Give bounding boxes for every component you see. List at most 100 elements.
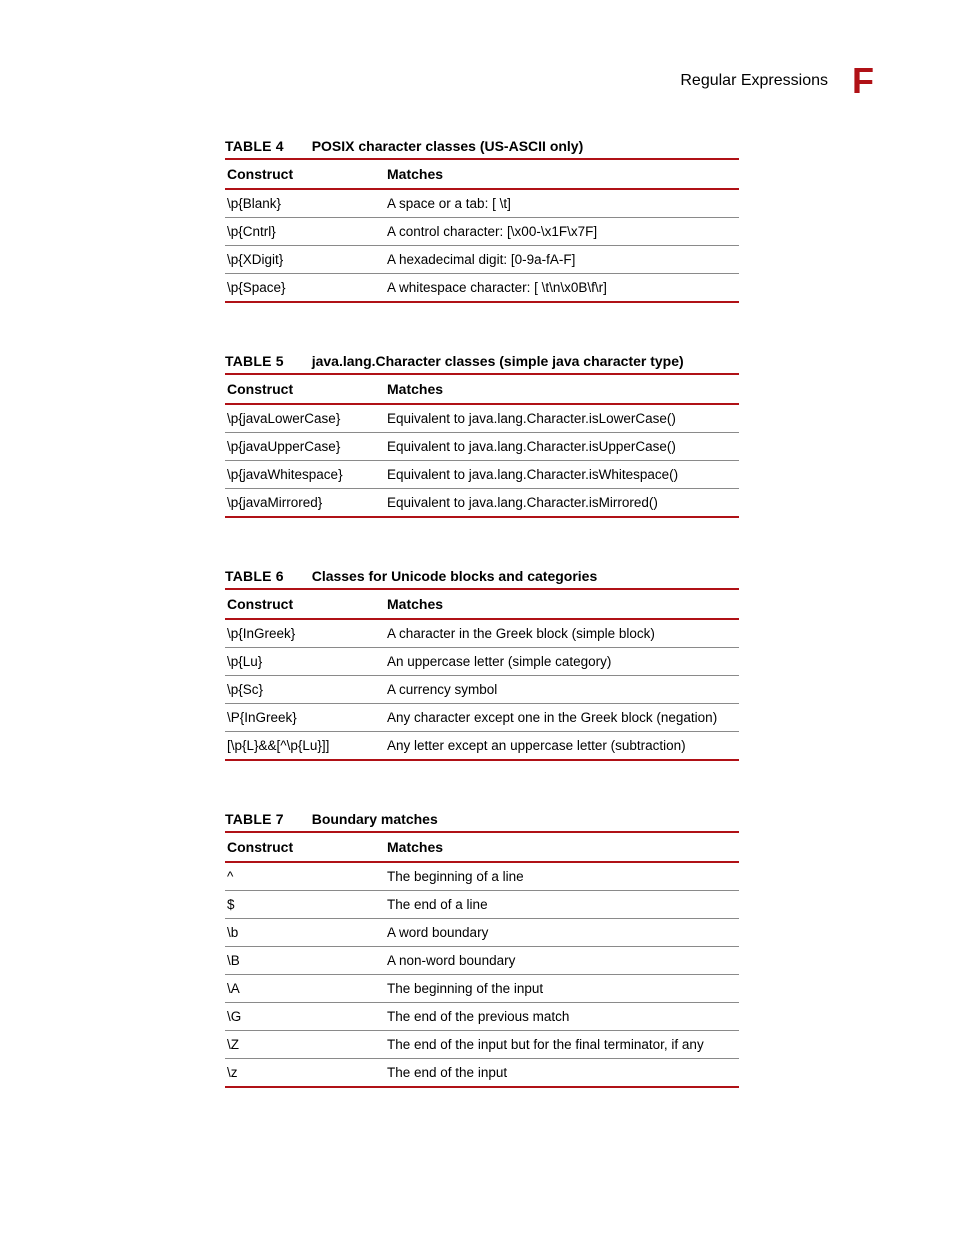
table-cell: ^ bbox=[225, 862, 385, 891]
table-cell: \b bbox=[225, 919, 385, 947]
table-cell: \z bbox=[225, 1059, 385, 1088]
table-row: \p{javaMirrored}Equivalent to java.lang.… bbox=[225, 489, 739, 518]
table-cell: \p{Space} bbox=[225, 274, 385, 303]
table-cell: Equivalent to java.lang.Character.isUppe… bbox=[385, 433, 739, 461]
table-row: \p{Sc}A currency symbol bbox=[225, 676, 739, 704]
table-header-row: ConstructMatches bbox=[225, 832, 739, 862]
data-table: ConstructMatches^The beginning of a line… bbox=[225, 831, 739, 1088]
table-cell: A character in the Greek block (simple b… bbox=[385, 619, 739, 648]
table-cell: Any letter except an uppercase letter (s… bbox=[385, 732, 739, 761]
table-row: \p{InGreek}A character in the Greek bloc… bbox=[225, 619, 739, 648]
table-caption: TABLE 7 Boundary matches bbox=[225, 811, 739, 827]
table-block: TABLE 6 Classes for Unicode blocks and ca… bbox=[225, 568, 739, 761]
table-row: \p{javaUpperCase}Equivalent to java.lang… bbox=[225, 433, 739, 461]
table-cell: A non-word boundary bbox=[385, 947, 739, 975]
table-caption: TABLE 6 Classes for Unicode blocks and ca… bbox=[225, 568, 739, 584]
table-caption: TABLE 5 java.lang.Character classes (simp… bbox=[225, 353, 739, 369]
data-table: ConstructMatches\p{javaLowerCase}Equival… bbox=[225, 373, 739, 518]
table-number: TABLE 5 bbox=[225, 353, 284, 369]
table-block: TABLE 4 POSIX character classes (US-ASCII… bbox=[225, 138, 739, 303]
table-row: \zThe end of the input bbox=[225, 1059, 739, 1088]
table-row: \p{javaWhitespace}Equivalent to java.lan… bbox=[225, 461, 739, 489]
table-cell: The end of a line bbox=[385, 891, 739, 919]
page-header: Regular Expressions F bbox=[680, 60, 874, 102]
table-cell: A currency symbol bbox=[385, 676, 739, 704]
table-cell: \p{XDigit} bbox=[225, 246, 385, 274]
table-cell: The beginning of the input bbox=[385, 975, 739, 1003]
tables-container: TABLE 4 POSIX character classes (US-ASCII… bbox=[225, 138, 739, 1088]
table-cell: $ bbox=[225, 891, 385, 919]
table-cell: Equivalent to java.lang.Character.isWhit… bbox=[385, 461, 739, 489]
table-cell: [\p{L}&&[^\p{Lu}]] bbox=[225, 732, 385, 761]
table-cell: The end of the input but for the final t… bbox=[385, 1031, 739, 1059]
table-row: \p{Blank}A space or a tab: [ \t] bbox=[225, 189, 739, 218]
table-header-row: ConstructMatches bbox=[225, 159, 739, 189]
table-cell: \B bbox=[225, 947, 385, 975]
table-cell: A whitespace character: [ \t\n\x0B\f\r] bbox=[385, 274, 739, 303]
table-title: Boundary matches bbox=[312, 811, 438, 827]
table-row: \BA non-word boundary bbox=[225, 947, 739, 975]
table-cell: \p{InGreek} bbox=[225, 619, 385, 648]
table-block: TABLE 7 Boundary matches ConstructMatches^… bbox=[225, 811, 739, 1088]
table-cell: \p{Sc} bbox=[225, 676, 385, 704]
table-row: \ZThe end of the input but for the final… bbox=[225, 1031, 739, 1059]
table-cell: \P{InGreek} bbox=[225, 704, 385, 732]
table-header-cell: Matches bbox=[385, 374, 739, 404]
table-cell: \p{javaUpperCase} bbox=[225, 433, 385, 461]
table-cell: A space or a tab: [ \t] bbox=[385, 189, 739, 218]
table-title: java.lang.Character classes (simple java… bbox=[312, 353, 684, 369]
section-title: Regular Expressions bbox=[680, 72, 828, 90]
table-cell: \p{javaLowerCase} bbox=[225, 404, 385, 433]
table-header-cell: Construct bbox=[225, 589, 385, 619]
table-number: TABLE 4 bbox=[225, 138, 284, 154]
table-number: TABLE 7 bbox=[225, 811, 284, 827]
table-cell: \p{javaWhitespace} bbox=[225, 461, 385, 489]
table-row: $The end of a line bbox=[225, 891, 739, 919]
table-cell: \p{Cntrl} bbox=[225, 218, 385, 246]
table-row: \P{InGreek}Any character except one in t… bbox=[225, 704, 739, 732]
table-row: \p{XDigit}A hexadecimal digit: [0-9a-fA-… bbox=[225, 246, 739, 274]
table-row: \p{javaLowerCase}Equivalent to java.lang… bbox=[225, 404, 739, 433]
table-header-cell: Matches bbox=[385, 589, 739, 619]
table-cell: An uppercase letter (simple category) bbox=[385, 648, 739, 676]
table-row: \bA word boundary bbox=[225, 919, 739, 947]
table-header-cell: Construct bbox=[225, 832, 385, 862]
table-cell: \p{Blank} bbox=[225, 189, 385, 218]
table-header-cell: Construct bbox=[225, 374, 385, 404]
table-header-cell: Matches bbox=[385, 159, 739, 189]
table-cell: A word boundary bbox=[385, 919, 739, 947]
table-cell: Equivalent to java.lang.Character.isLowe… bbox=[385, 404, 739, 433]
table-header-row: ConstructMatches bbox=[225, 589, 739, 619]
table-row: \AThe beginning of the input bbox=[225, 975, 739, 1003]
table-number: TABLE 6 bbox=[225, 568, 284, 584]
table-cell: \Z bbox=[225, 1031, 385, 1059]
table-header-row: ConstructMatches bbox=[225, 374, 739, 404]
table-caption: TABLE 4 POSIX character classes (US-ASCII… bbox=[225, 138, 739, 154]
page: Regular Expressions F TABLE 4 POSIX chara… bbox=[0, 0, 954, 1235]
table-header-cell: Matches bbox=[385, 832, 739, 862]
table-cell: The beginning of a line bbox=[385, 862, 739, 891]
table-row: \p{Cntrl}A control character: [\x00-\x1F… bbox=[225, 218, 739, 246]
table-cell: The end of the input bbox=[385, 1059, 739, 1088]
table-cell: Any character except one in the Greek bl… bbox=[385, 704, 739, 732]
table-title: POSIX character classes (US-ASCII only) bbox=[312, 138, 584, 154]
table-title: Classes for Unicode blocks and categorie… bbox=[312, 568, 598, 584]
table-row: [\p{L}&&[^\p{Lu}]]Any letter except an u… bbox=[225, 732, 739, 761]
table-header-cell: Construct bbox=[225, 159, 385, 189]
table-cell: \A bbox=[225, 975, 385, 1003]
table-cell: The end of the previous match bbox=[385, 1003, 739, 1031]
table-row: \GThe end of the previous match bbox=[225, 1003, 739, 1031]
data-table: ConstructMatches\p{InGreek}A character i… bbox=[225, 588, 739, 761]
table-block: TABLE 5 java.lang.Character classes (simp… bbox=[225, 353, 739, 518]
data-table: ConstructMatches\p{Blank}A space or a ta… bbox=[225, 158, 739, 303]
table-cell: \p{Lu} bbox=[225, 648, 385, 676]
table-cell: \G bbox=[225, 1003, 385, 1031]
table-cell: Equivalent to java.lang.Character.isMirr… bbox=[385, 489, 739, 518]
table-row: ^The beginning of a line bbox=[225, 862, 739, 891]
table-cell: A hexadecimal digit: [0-9a-fA-F] bbox=[385, 246, 739, 274]
table-cell: \p{javaMirrored} bbox=[225, 489, 385, 518]
chapter-letter: F bbox=[852, 60, 874, 102]
table-cell: A control character: [\x00-\x1F\x7F] bbox=[385, 218, 739, 246]
table-row: \p{Space}A whitespace character: [ \t\n\… bbox=[225, 274, 739, 303]
table-row: \p{Lu}An uppercase letter (simple catego… bbox=[225, 648, 739, 676]
